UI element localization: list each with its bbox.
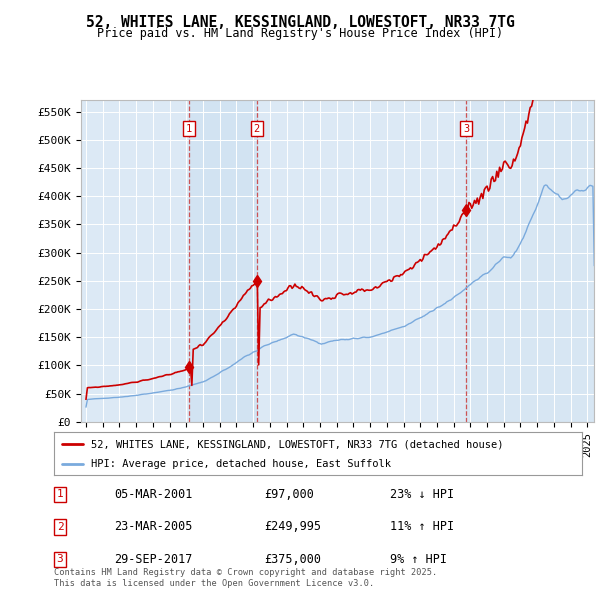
Text: 11% ↑ HPI: 11% ↑ HPI	[390, 520, 454, 533]
Text: 23-MAR-2005: 23-MAR-2005	[114, 520, 193, 533]
Text: £375,000: £375,000	[264, 553, 321, 566]
Bar	[189, 100, 257, 422]
Text: 52, WHITES LANE, KESSINGLAND, LOWESTOFT, NR33 7TG (detached house): 52, WHITES LANE, KESSINGLAND, LOWESTOFT,…	[91, 440, 503, 450]
Text: 3: 3	[56, 555, 64, 564]
Text: HPI: Average price, detached house, East Suffolk: HPI: Average price, detached house, East…	[91, 460, 391, 469]
Text: £249,995: £249,995	[264, 520, 321, 533]
Text: 52, WHITES LANE, KESSINGLAND, LOWESTOFT, NR33 7TG: 52, WHITES LANE, KESSINGLAND, LOWESTOFT,…	[86, 15, 514, 30]
Text: 9% ↑ HPI: 9% ↑ HPI	[390, 553, 447, 566]
Text: 29-SEP-2017: 29-SEP-2017	[114, 553, 193, 566]
Text: 23% ↓ HPI: 23% ↓ HPI	[390, 488, 454, 501]
Bar	[466, 100, 594, 422]
Text: Price paid vs. HM Land Registry's House Price Index (HPI): Price paid vs. HM Land Registry's House …	[97, 27, 503, 40]
Text: 1: 1	[56, 490, 64, 499]
Text: 05-MAR-2001: 05-MAR-2001	[114, 488, 193, 501]
Text: Contains HM Land Registry data © Crown copyright and database right 2025.
This d: Contains HM Land Registry data © Crown c…	[54, 568, 437, 588]
Text: 2: 2	[56, 522, 64, 532]
Text: 3: 3	[463, 123, 469, 133]
Text: £97,000: £97,000	[264, 488, 314, 501]
Text: 1: 1	[186, 123, 192, 133]
Text: 2: 2	[254, 123, 260, 133]
